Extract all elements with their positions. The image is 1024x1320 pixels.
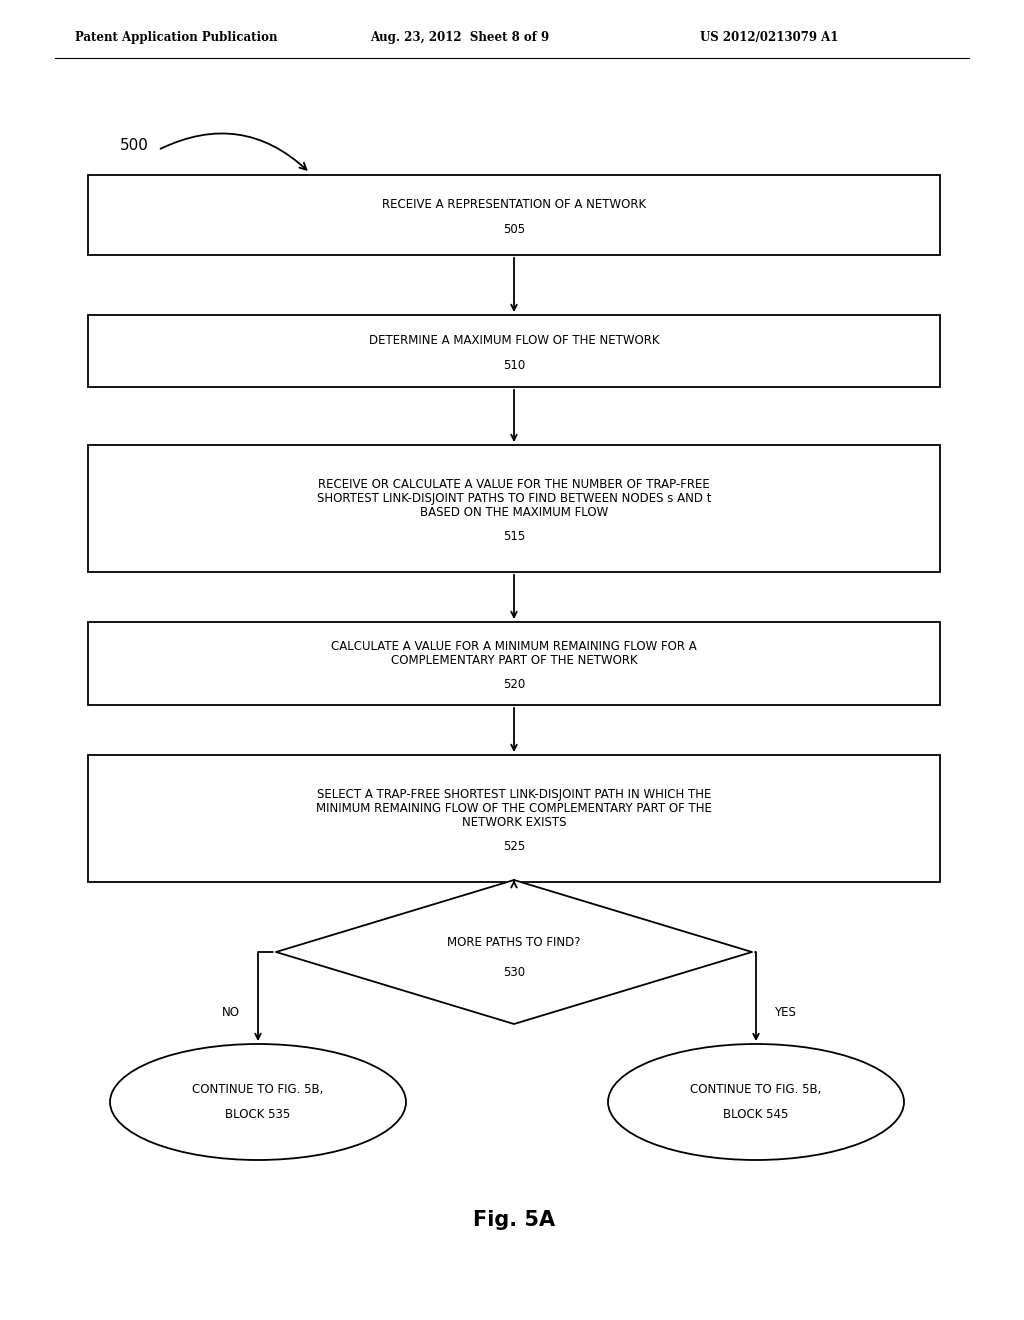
Text: BLOCK 545: BLOCK 545	[723, 1107, 788, 1121]
Text: YES: YES	[774, 1006, 796, 1019]
Text: SELECT A TRAP-FREE SHORTEST LINK-DISJOINT PATH IN WHICH THE: SELECT A TRAP-FREE SHORTEST LINK-DISJOIN…	[316, 788, 712, 801]
Text: CALCULATE A VALUE FOR A MINIMUM REMAINING FLOW FOR A: CALCULATE A VALUE FOR A MINIMUM REMAININ…	[331, 640, 697, 653]
Text: 505: 505	[503, 223, 525, 236]
Ellipse shape	[608, 1044, 904, 1160]
Ellipse shape	[110, 1044, 406, 1160]
Text: COMPLEMENTARY PART OF THE NETWORK: COMPLEMENTARY PART OF THE NETWORK	[391, 653, 637, 667]
Bar	[88, 755, 940, 882]
Bar	[88, 176, 940, 255]
Text: CONTINUE TO FIG. 5B,: CONTINUE TO FIG. 5B,	[193, 1084, 324, 1097]
Text: 500: 500	[120, 137, 148, 153]
Text: BASED ON THE MAXIMUM FLOW: BASED ON THE MAXIMUM FLOW	[420, 506, 608, 519]
Text: 520: 520	[503, 678, 525, 692]
Text: MORE PATHS TO FIND?: MORE PATHS TO FIND?	[447, 936, 581, 949]
Text: MINIMUM REMAINING FLOW OF THE COMPLEMENTARY PART OF THE: MINIMUM REMAINING FLOW OF THE COMPLEMENT…	[316, 803, 712, 814]
Bar	[88, 315, 940, 387]
Text: NETWORK EXISTS: NETWORK EXISTS	[462, 816, 566, 829]
Text: Patent Application Publication: Patent Application Publication	[75, 32, 278, 45]
Text: RECEIVE A REPRESENTATION OF A NETWORK: RECEIVE A REPRESENTATION OF A NETWORK	[382, 198, 646, 211]
FancyArrowPatch shape	[161, 133, 306, 170]
Text: 525: 525	[503, 841, 525, 854]
Text: RECEIVE OR CALCULATE A VALUE FOR THE NUMBER OF TRAP-FREE: RECEIVE OR CALCULATE A VALUE FOR THE NUM…	[318, 478, 710, 491]
Text: 515: 515	[503, 531, 525, 544]
Text: DETERMINE A MAXIMUM FLOW OF THE NETWORK: DETERMINE A MAXIMUM FLOW OF THE NETWORK	[369, 334, 659, 347]
Text: NO: NO	[222, 1006, 240, 1019]
Text: 510: 510	[503, 359, 525, 372]
Text: US 2012/0213079 A1: US 2012/0213079 A1	[700, 32, 839, 45]
Bar	[88, 622, 940, 705]
Bar	[88, 445, 940, 572]
Text: 530: 530	[503, 965, 525, 978]
Text: Fig. 5A: Fig. 5A	[473, 1210, 555, 1230]
Polygon shape	[276, 880, 752, 1024]
Text: SHORTEST LINK-DISJOINT PATHS TO FIND BETWEEN NODES s AND t: SHORTEST LINK-DISJOINT PATHS TO FIND BET…	[316, 492, 712, 506]
Text: BLOCK 535: BLOCK 535	[225, 1107, 291, 1121]
Text: CONTINUE TO FIG. 5B,: CONTINUE TO FIG. 5B,	[690, 1084, 821, 1097]
Text: Aug. 23, 2012  Sheet 8 of 9: Aug. 23, 2012 Sheet 8 of 9	[370, 32, 549, 45]
